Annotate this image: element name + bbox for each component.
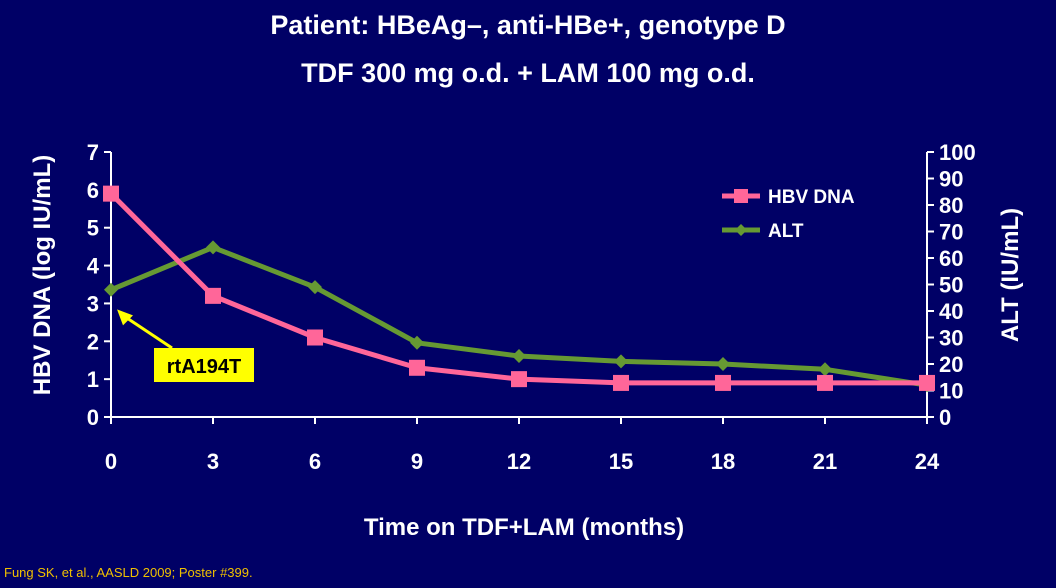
legend-marker-alt — [735, 224, 747, 236]
hbv-dna-point — [817, 374, 833, 391]
right-tick-label: 40 — [939, 299, 963, 324]
x-tick-label: 21 — [813, 449, 837, 474]
left-tick-label: 2 — [87, 329, 99, 354]
right-tick-label: 0 — [939, 405, 951, 430]
y-axis-label-right: ALT (IU/mL) — [997, 208, 1024, 342]
x-axis-ticks: 0 3 6 9 12 15 18 21 24 — [105, 417, 940, 474]
alt-point — [716, 357, 730, 371]
right-tick-label: 70 — [939, 220, 963, 245]
alt-point — [512, 349, 526, 364]
hbv-dna-point — [103, 185, 119, 202]
right-tick-label: 10 — [939, 379, 963, 404]
alt-point — [818, 362, 832, 377]
slide-title-line2: TDF 300 mg o.d. + LAM 100 mg o.d. — [301, 58, 755, 88]
annotation-box — [154, 348, 254, 382]
hbv-dna-point — [511, 371, 527, 388]
y-axis-label-left: HBV DNA (log IU/mL) — [29, 155, 56, 395]
alt-point — [206, 240, 220, 255]
citation: Fung SK, et al., AASLD 2009; Poster #399… — [4, 565, 253, 580]
x-tick-label: 6 — [309, 449, 321, 474]
slide-title-line1: Patient: HBeAg–, anti-HBe+, genotype D — [270, 10, 786, 40]
left-axis-ticks: 0 1 2 3 4 5 6 7 — [87, 140, 111, 430]
x-tick-label: 12 — [507, 449, 531, 474]
left-tick-label: 7 — [87, 140, 99, 165]
x-tick-label: 0 — [105, 449, 117, 474]
x-tick-label: 9 — [411, 449, 423, 474]
alt-point — [614, 354, 628, 369]
right-tick-label: 100 — [939, 140, 976, 165]
left-tick-label: 4 — [87, 254, 100, 279]
right-tick-label: 30 — [939, 326, 963, 351]
legend-label-alt: ALT — [768, 221, 804, 242]
hbv-dna-point — [919, 374, 935, 391]
x-axis-label: Time on TDF+LAM (months) — [364, 514, 684, 541]
hbv-dna-point — [715, 374, 731, 391]
x-tick-label: 24 — [915, 449, 940, 474]
annotation-arrow-line — [122, 314, 173, 350]
series-markers — [103, 185, 935, 393]
x-tick-label: 3 — [207, 449, 219, 474]
hbv-dna-point — [613, 374, 629, 391]
left-tick-label: 6 — [87, 178, 99, 203]
annotation-arrow-head — [117, 309, 133, 326]
right-tick-label: 80 — [939, 193, 963, 218]
alt-point — [308, 280, 322, 295]
hbv-dna-point — [409, 359, 425, 376]
alt-point — [104, 282, 118, 297]
legend-label-hbv-dna: HBV DNA — [768, 187, 855, 208]
right-tick-label: 90 — [939, 167, 963, 192]
left-tick-label: 0 — [87, 405, 99, 430]
chart-legend: HBV DNA ALT — [722, 187, 855, 242]
right-tick-label: 60 — [939, 246, 963, 271]
hbv-dna-point — [307, 329, 323, 346]
left-tick-label: 3 — [87, 291, 99, 316]
right-tick-label: 50 — [939, 273, 963, 298]
x-tick-label: 18 — [711, 449, 735, 474]
hbv-dna-point — [205, 287, 221, 304]
legend-marker-hbv-dna — [734, 189, 748, 203]
annotation-label: rtA194T — [167, 356, 241, 378]
left-tick-label: 5 — [87, 216, 99, 241]
x-tick-label: 15 — [609, 449, 633, 474]
left-tick-label: 1 — [87, 367, 99, 392]
alt-point — [410, 335, 424, 350]
annotation-layer: rtA194T — [117, 309, 254, 382]
right-tick-label: 20 — [939, 352, 963, 377]
